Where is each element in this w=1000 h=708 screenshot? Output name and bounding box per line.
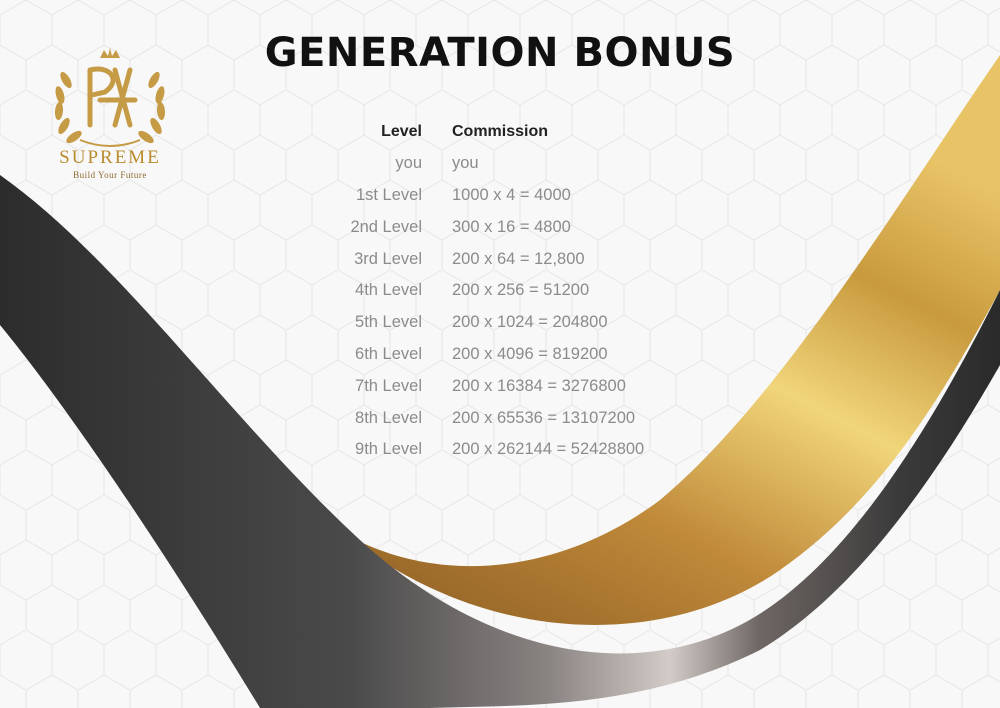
table-row: 4th Level 200 x 256 = 51200 (330, 275, 644, 307)
table-row: 1st Level 1000 x 4 = 4000 (330, 180, 644, 212)
brand-tagline: Build Your Future (73, 170, 147, 180)
commission-cell: 1000 x 4 = 4000 (452, 185, 571, 204)
level-cell: 4th Level (355, 281, 422, 300)
level-cell: 7th Level (355, 376, 422, 395)
table-row: 3rd Level 200 x 64 = 12,800 (330, 243, 644, 275)
table-row: 9th Level 200 x 262144 = 52428800 (330, 434, 644, 466)
level-cell: 1st Level (355, 185, 422, 204)
commission-cell: 200 x 65536 = 13107200 (452, 408, 636, 427)
level-cell: 9th Level (355, 440, 422, 459)
table-row: 7th Level 200 x 16384 = 3276800 (330, 370, 644, 402)
table-header: Level Commission (330, 116, 644, 148)
table-row: you you (330, 148, 644, 180)
commission-cell: 200 x 16384 = 3276800 (452, 376, 626, 395)
commission-cell: 200 x 1024 = 204800 (452, 313, 608, 332)
page-title: GENERATION BONUS (264, 30, 736, 76)
level-header: Level (381, 122, 422, 140)
table-row: 5th Level 200 x 1024 = 204800 (330, 307, 644, 339)
level-cell: 3rd Level (354, 249, 422, 268)
table-row: 8th Level 200 x 65536 = 13107200 (330, 402, 644, 434)
commission-cell: 200 x 4096 = 819200 (452, 344, 608, 363)
commission-cell: 200 x 262144 = 52428800 (452, 440, 645, 459)
brand-name: SUPREME (59, 147, 161, 168)
commission-cell: 200 x 64 = 12,800 (452, 249, 585, 268)
level-cell: 2nd Level (350, 217, 422, 236)
commission-cell: you (452, 154, 479, 173)
level-cell: you (395, 154, 422, 173)
commission-cell: 300 x 16 = 4800 (452, 217, 571, 236)
supreme-logo (54, 48, 166, 147)
table-row: 6th Level 200 x 4096 = 819200 (330, 339, 644, 371)
level-cell: 8th Level (355, 408, 422, 427)
commission-table: Level Commission you you 1st Level 1000 … (330, 116, 644, 466)
level-cell: 5th Level (355, 313, 422, 332)
commission-cell: 200 x 256 = 51200 (452, 281, 590, 300)
commission-header: Commission (452, 122, 549, 140)
level-cell: 6th Level (355, 344, 422, 363)
table-row: 2nd Level 300 x 16 = 4800 (330, 211, 644, 243)
